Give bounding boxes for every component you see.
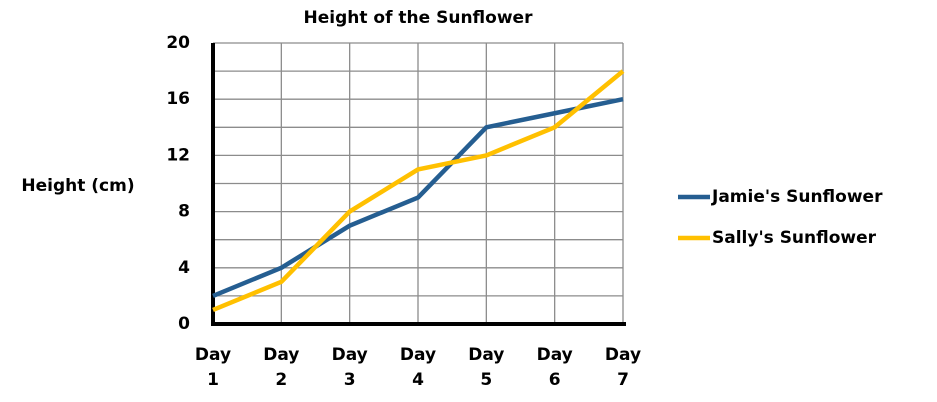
x-tick-label: Day 4 <box>399 345 437 390</box>
y-tick-label: 0 <box>178 314 190 334</box>
legend-label: Jamie's Sunflower <box>711 187 883 207</box>
x-tick-label: Day 7 <box>604 345 642 390</box>
series-line <box>212 96 624 298</box>
x-tick-label: Day 3 <box>331 345 368 390</box>
y-tick-label: 16 <box>166 89 190 109</box>
y-tick-label: 4 <box>178 258 190 278</box>
y-axis-label: Height (cm) <box>21 176 134 196</box>
legend-label: Sally's Sunflower <box>712 228 877 248</box>
y-tick-label: 20 <box>166 33 190 53</box>
chart-title: Height of the Sunflower <box>304 8 534 28</box>
x-tick-label: Day 1 <box>194 345 232 390</box>
series-line <box>212 69 625 313</box>
x-tick-label: Day 5 <box>468 345 505 390</box>
x-tick-label: Day 2 <box>263 345 300 390</box>
y-tick-label: 8 <box>178 202 190 222</box>
y-tick-label: 12 <box>166 145 190 165</box>
x-tick-label: Day 6 <box>536 345 573 390</box>
